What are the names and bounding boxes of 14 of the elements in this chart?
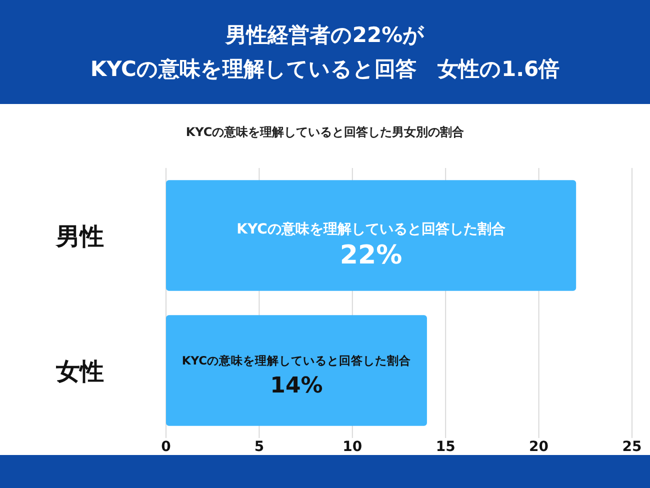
x-tick-label: 0 (161, 439, 172, 455)
text: KYCの意味を理解していると回答した割合 (236, 222, 506, 238)
series-label: KYCの意味を理解していると回答した割合 (182, 354, 412, 368)
chart-subtitle: KYCの意味を理解していると回答した男女別の割合 (186, 125, 466, 139)
x-tick-label: 15 (436, 439, 456, 455)
x-tick-label: 5 (254, 439, 264, 455)
data-label: 14% (270, 374, 323, 398)
x-tick-label: 25 (622, 439, 642, 455)
x-tick-label: 20 (529, 439, 549, 455)
x-tick-label: 10 (342, 439, 362, 455)
y-tick-label: 女性 (55, 358, 104, 386)
chart-title: 男性経営者の22%が KYCの意味を理解していると回答 女性の1.6倍 (90, 23, 560, 81)
y-tick-label: 男性 (55, 222, 104, 250)
data-label: 22% (340, 240, 402, 270)
